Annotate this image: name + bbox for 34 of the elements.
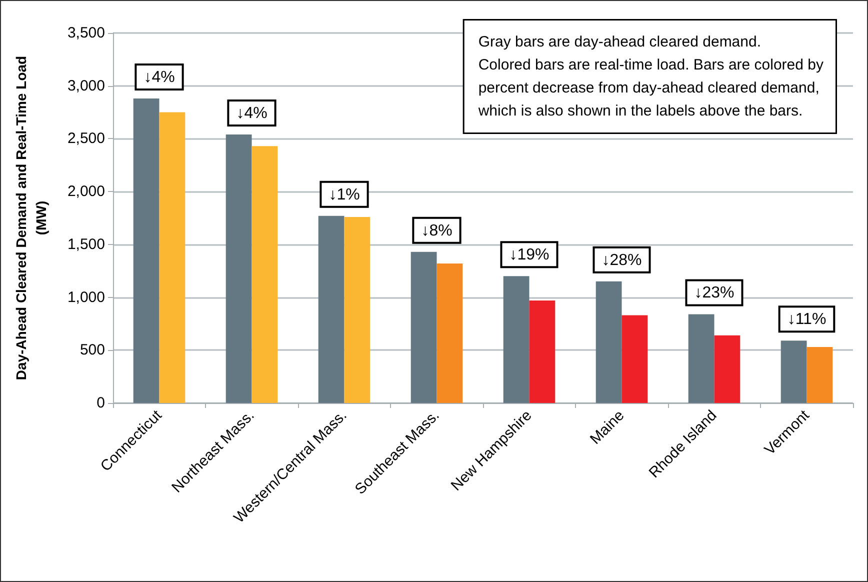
y-tick-label: 0 [96,394,105,412]
bar [344,216,370,403]
bar [622,315,648,403]
bar [318,216,344,403]
bar [780,340,807,403]
bar [436,263,463,403]
annotation: Gray bars are day-ahead cleared demand. Colored bars are real-time load. Bars are colored by percent decrease from day-ahead cleared demand, which is also shown in the labels above the bars. [477,34,824,120]
bar [529,300,556,403]
annotation: ↓4% [144,69,175,86]
bar [806,346,833,403]
bar [688,314,714,403]
bar [133,98,160,403]
y-tick-label: 3,000 [67,77,105,94]
y-tick-label: 2,500 [67,130,105,148]
bar [714,335,740,403]
annotation: ↓23% [694,284,734,302]
annotation: ↓4% [236,104,268,122]
y-tick-label: 2,000 [67,183,105,200]
y-tick-label: 1,000 [67,288,105,306]
annotation: ↓1% [328,186,360,204]
y-axis-title: Day-Ahead Cleared Demand and Real-Time Load (MW) [13,56,49,380]
bar [159,112,186,403]
bar [252,146,278,403]
y-tick-label: 3,500 [67,24,105,42]
bar [226,134,252,403]
annotation: ↓11% [787,311,826,328]
annotation: ↓28% [602,252,642,269]
bar [503,276,530,403]
bar [410,252,437,403]
y-tick-label: 500 [80,342,105,359]
annotation: ↓19% [509,246,550,264]
y-tick-label: 1,500 [67,236,105,253]
bar [596,281,622,403]
annotation: ↓8% [421,222,452,240]
